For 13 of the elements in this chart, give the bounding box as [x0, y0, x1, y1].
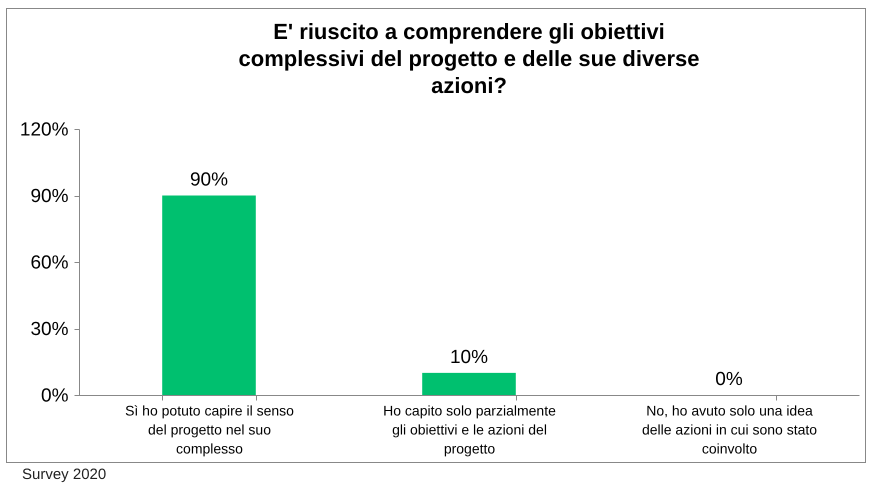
data-label: 90%: [190, 170, 228, 190]
text: Survey 2020: [22, 466, 106, 483]
data-label: 10%: [450, 346, 488, 368]
chart-title: E' riuscito a comprendere gli obiettivi complessivi del progetto e delle sue diverse azioni?: [238, 19, 700, 98]
data-label: 0%: [715, 369, 743, 390]
x-tick-label: Sì ho potuto capire il senso del progetto nel suo complesso: [125, 402, 294, 456]
x-tick-label: Ho capito solo parzialmente gli obiettivi e le azioni del progetto: [383, 402, 556, 456]
y-tick-label: 0%: [41, 386, 69, 406]
y-tick-label: 120%: [20, 120, 69, 140]
y-tick-label: 90%: [30, 186, 69, 207]
y-tick-label: 30%: [30, 319, 69, 340]
y-tick-label: 60%: [30, 252, 69, 274]
x-tick-label: No, ho avuto solo una idea delle azioni in cui sono stato coinvolto: [642, 402, 818, 456]
